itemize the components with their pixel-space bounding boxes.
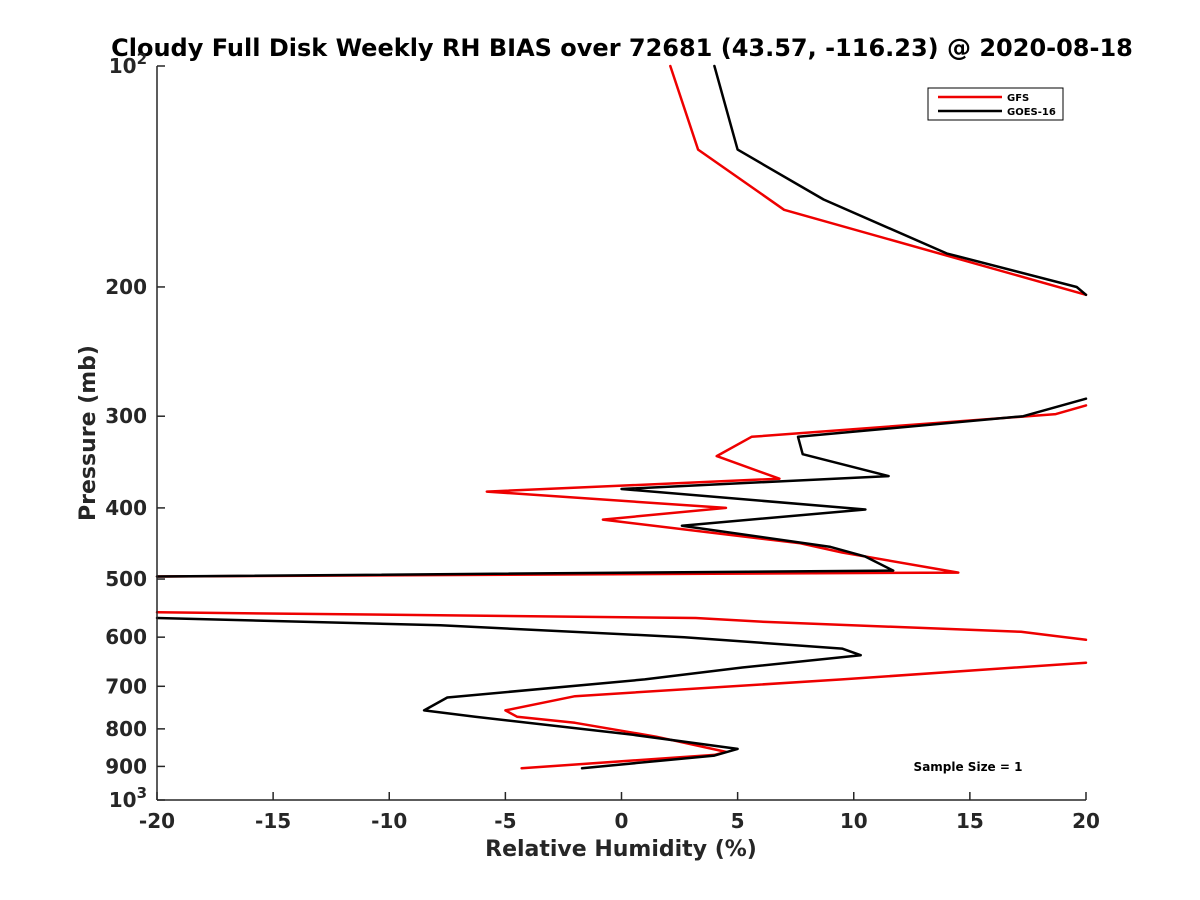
y-tick-label: 200	[105, 275, 147, 299]
chart-title: Cloudy Full Disk Weekly RH BIAS over 726…	[111, 34, 1133, 62]
x-axis-label: Relative Humidity (%)	[485, 837, 757, 862]
x-tick-label: 5	[731, 809, 745, 833]
series-line-goes16	[713, 64, 1088, 297]
y-tick-label: 400	[105, 496, 147, 520]
y-tick-label: 600	[105, 625, 147, 649]
y-tick-label: 500	[105, 567, 147, 591]
x-tick-label: 0	[615, 809, 629, 833]
sample-size-annotation: Sample Size = 1	[914, 760, 1023, 774]
x-tick-label: 20	[1072, 809, 1100, 833]
x-tick-label: -10	[371, 809, 407, 833]
x-tick-label: -20	[139, 809, 175, 833]
y-axis-label: Pressure (mb)	[76, 345, 101, 521]
x-tick-label: 15	[956, 809, 984, 833]
series-line-gfs	[669, 64, 1088, 297]
y-tick-label: 102	[109, 50, 147, 78]
data-lines	[155, 64, 1088, 770]
legend-label-goes16: GOES-16	[1007, 107, 1056, 118]
legend-box	[927, 87, 1064, 121]
legend: GFS GOES-16	[927, 87, 1064, 121]
series-line-goes16	[155, 397, 1088, 578]
x-axis-ticks: -20 -15 -10 -5 0 5 10 15 20	[139, 792, 1100, 833]
x-tick-label: 10	[840, 809, 868, 833]
y-tick-label: 300	[105, 404, 147, 428]
y-axis-ticks: 102 200 300 400 500 600 700 800 900 103	[105, 50, 165, 812]
y-tick-label: 800	[105, 717, 147, 741]
series-line-gfs	[155, 611, 1088, 642]
y-tick-label: 103	[109, 784, 147, 812]
y-tick-label: 700	[105, 674, 147, 698]
x-tick-label: -15	[255, 809, 291, 833]
legend-label-gfs: GFS	[1007, 93, 1029, 104]
y-tick-label: 900	[105, 754, 147, 778]
series-line-goes16	[155, 616, 862, 770]
x-tick-label: -5	[494, 809, 516, 833]
